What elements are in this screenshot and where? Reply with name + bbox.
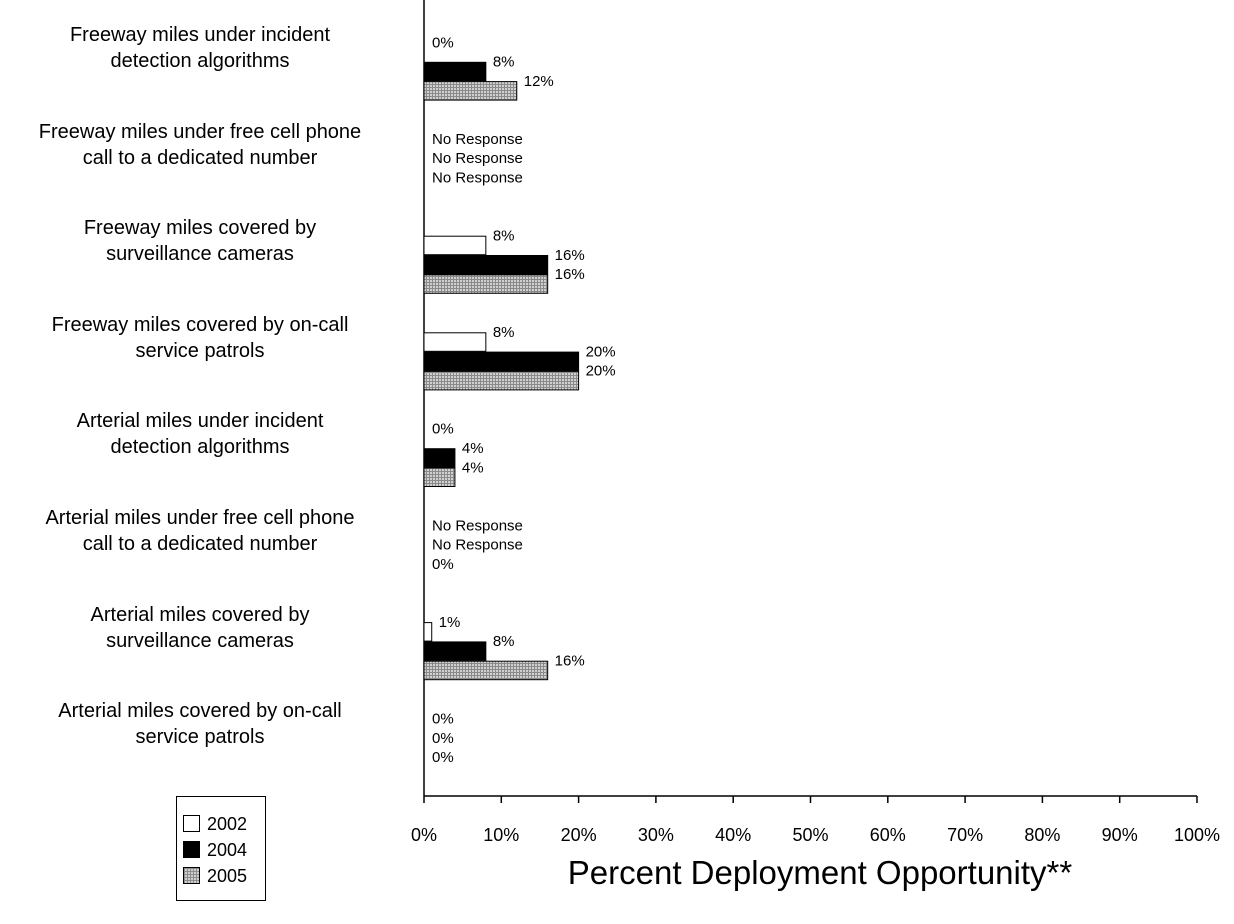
bar-2005: [423, 370, 580, 391]
data-label-2002: 0%: [432, 421, 454, 438]
bar-2002: [423, 332, 487, 352]
legend-entry-2004: 2004: [183, 839, 247, 861]
category-label-line: Arterial miles under free cell phone: [45, 507, 355, 529]
data-label-2002: No Response: [432, 517, 523, 534]
category-label-line: Freeway miles covered by on-call: [51, 313, 349, 336]
category-label: Arterial miles under incident detection a…: [0, 408, 400, 460]
category-label: Freeway miles under incident detection al…: [0, 22, 400, 74]
category-label: Freeway miles covered by surveillance cam…: [0, 215, 400, 267]
data-label-2005: 20%: [586, 363, 616, 380]
data-label-2002: 0%: [432, 710, 454, 727]
category-label-line: detection algorithms: [110, 436, 290, 459]
data-label-2005: 0%: [432, 556, 454, 573]
category-label: Arterial miles under free cell phone call…: [0, 505, 400, 557]
data-label-2002: No Response: [432, 131, 523, 148]
data-label-2002: 0%: [432, 34, 454, 51]
bar-2005: [423, 274, 549, 294]
legend-entry-2002: 2002: [183, 813, 247, 835]
data-label-2004: 8%: [493, 633, 515, 650]
category-label-line: surveillance cameras: [106, 629, 294, 652]
data-label-2005: 4%: [462, 459, 484, 476]
data-label-2004: No Response: [432, 150, 523, 167]
legend-swatch: [183, 867, 200, 884]
category-label-line: Arterial miles covered by: [90, 603, 310, 626]
category-label: Arterial miles covered by on-call service…: [0, 698, 400, 750]
x-tick-label: 70%: [947, 825, 984, 845]
bar-2005: [423, 660, 549, 681]
data-label-2005: No Response: [432, 169, 523, 186]
category-label-line: service patrols: [135, 726, 265, 749]
data-label-2004: 4%: [462, 440, 484, 457]
category-label-line: Arterial miles under incident: [76, 410, 324, 433]
x-tick-label: 10%: [483, 825, 520, 845]
legend-label: 2004: [207, 840, 248, 860]
bar-2004: [423, 641, 487, 661]
category-label-line: Freeway miles under incident: [69, 24, 331, 46]
bar-2005: [423, 467, 456, 487]
category-label-line: detection algorithms: [110, 50, 290, 72]
data-label-2004: 8%: [493, 54, 515, 71]
data-label-2005: 16%: [555, 266, 585, 283]
data-label-2004: 0%: [432, 730, 454, 747]
x-tick-label: 50%: [792, 825, 829, 845]
data-label-2005: 12%: [524, 73, 554, 90]
category-label-line: Arterial miles covered by on-call: [58, 700, 342, 723]
legend-label: 2005: [207, 866, 248, 886]
data-label-2004: 16%: [555, 247, 585, 264]
x-tick-label: 60%: [869, 825, 906, 845]
bar-2005: [423, 81, 518, 101]
data-label-2002: 1%: [439, 614, 461, 631]
legend-swatch: [183, 815, 200, 832]
legend-label: 2002: [207, 814, 248, 834]
x-tick-label: 90%: [1101, 825, 1138, 845]
category-label-line: call to a dedicated number: [82, 533, 318, 555]
data-label-2004: No Response: [432, 537, 523, 554]
x-tick-label: 100%: [1173, 825, 1221, 845]
category-label-line: Freeway miles under free cell phone: [38, 120, 362, 143]
bar-2004: [423, 255, 549, 275]
data-label-2004: 20%: [586, 343, 616, 360]
bar-2004: [423, 61, 487, 82]
legend-entry-2005: 2005: [183, 865, 247, 887]
data-label-2005: 16%: [555, 652, 585, 669]
category-label: Freeway miles under free cell phone call …: [0, 119, 400, 171]
x-tick-label: 30%: [637, 825, 674, 845]
data-label-2005: 0%: [432, 749, 454, 766]
category-label-line: Freeway miles covered by: [83, 217, 317, 240]
category-label-line: surveillance cameras: [106, 243, 294, 266]
x-tick-label: 40%: [715, 825, 752, 845]
bar-2002: [423, 235, 487, 256]
x-tick-label: 20%: [560, 825, 597, 845]
legend-swatch: [183, 841, 200, 858]
data-label-2002: 8%: [493, 324, 515, 341]
x-tick-label: 80%: [1024, 825, 1061, 845]
category-label-line: service patrols: [135, 339, 265, 362]
x-axis-title: Percent Deployment Opportunity**: [567, 854, 1073, 891]
x-tick-label: 0%: [410, 825, 437, 845]
bar-2004: [423, 448, 456, 468]
bar-2002: [423, 622, 433, 642]
category-label: Arterial miles covered by surveillance ca…: [0, 602, 400, 654]
category-label: Freeway miles covered by on-call service …: [0, 312, 400, 364]
legend: 2002 2004 2005: [176, 796, 266, 901]
bar-2004: [423, 351, 580, 372]
data-label-2002: 8%: [493, 227, 515, 244]
category-label-line: call to a dedicated number: [82, 146, 318, 169]
